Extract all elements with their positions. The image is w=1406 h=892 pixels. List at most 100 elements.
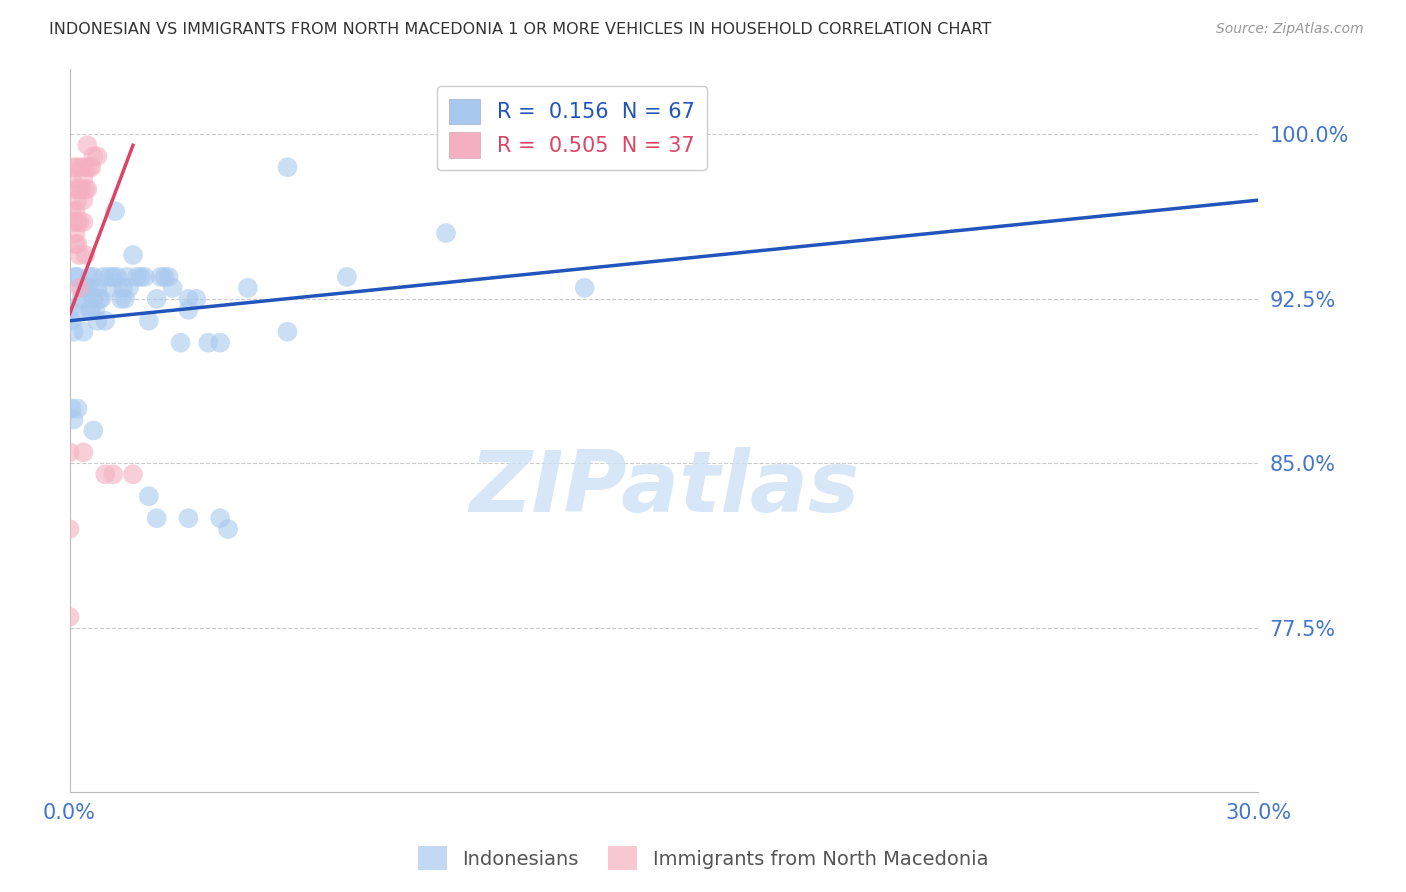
Point: [75, 285, 97, 300]
Point: [58, 302, 80, 317]
Point: [276, 325, 298, 339]
Point: [276, 160, 298, 174]
Point: [125, 269, 148, 284]
Text: INDONESIAN VS IMMIGRANTS FROM NORTH MACEDONIA 1 OR MORE VEHICLES IN HOUSEHOLD CO: INDONESIAN VS IMMIGRANTS FROM NORTH MACE…: [49, 22, 991, 37]
Point: [134, 269, 156, 284]
Point: [574, 281, 596, 295]
Point: [79, 302, 101, 317]
Point: [79, 160, 101, 174]
Point: [98, 269, 121, 284]
Point: [65, 182, 87, 196]
Point: [110, 292, 132, 306]
Point: [122, 467, 145, 482]
Point: [162, 281, 184, 295]
Point: [66, 269, 89, 284]
Point: [76, 281, 98, 295]
Point: [60, 401, 83, 416]
Point: [82, 424, 104, 438]
Point: [91, 269, 114, 284]
Point: [62, 325, 84, 339]
Point: [66, 215, 89, 229]
Point: [101, 467, 124, 482]
Point: [79, 269, 101, 284]
Point: [217, 522, 239, 536]
Point: [145, 511, 167, 525]
Point: [118, 281, 141, 295]
Point: [69, 215, 91, 229]
Point: [138, 314, 160, 328]
Point: [100, 281, 122, 295]
Point: [112, 281, 135, 295]
Point: [65, 204, 87, 219]
Point: [105, 269, 128, 284]
Legend: Indonesians, Immigrants from North Macedonia: Indonesians, Immigrants from North Maced…: [411, 838, 995, 878]
Point: [75, 160, 97, 174]
Point: [84, 302, 107, 317]
Point: [90, 292, 112, 306]
Point: [70, 160, 93, 174]
Point: [434, 226, 457, 240]
Point: [145, 292, 167, 306]
Point: [177, 292, 200, 306]
Point: [72, 215, 94, 229]
Point: [336, 269, 359, 284]
Point: [66, 237, 89, 252]
Point: [75, 248, 97, 262]
Point: [122, 248, 145, 262]
Point: [72, 445, 94, 459]
Point: [76, 138, 98, 153]
Point: [94, 314, 117, 328]
Legend: R =  0.156  N = 67, R =  0.505  N = 37: R = 0.156 N = 67, R = 0.505 N = 37: [437, 87, 707, 170]
Point: [72, 325, 94, 339]
Point: [86, 149, 108, 163]
Point: [197, 335, 219, 350]
Point: [70, 281, 93, 295]
Point: [76, 182, 98, 196]
Point: [72, 193, 94, 207]
Point: [186, 292, 208, 306]
Point: [69, 182, 91, 196]
Point: [75, 182, 97, 196]
Point: [66, 193, 89, 207]
Point: [115, 269, 138, 284]
Point: [65, 269, 87, 284]
Point: [138, 489, 160, 503]
Point: [66, 302, 89, 317]
Point: [101, 269, 124, 284]
Point: [62, 160, 84, 174]
Point: [72, 171, 94, 186]
Point: [89, 292, 111, 306]
Point: [60, 314, 83, 328]
Point: [209, 511, 232, 525]
Point: [153, 269, 176, 284]
Point: [82, 269, 104, 284]
Point: [65, 226, 87, 240]
Point: [60, 171, 83, 186]
Point: [58, 610, 80, 624]
Point: [80, 160, 103, 174]
Point: [62, 215, 84, 229]
Point: [82, 149, 104, 163]
Point: [82, 292, 104, 306]
Point: [80, 302, 103, 317]
Point: [66, 160, 89, 174]
Point: [209, 335, 232, 350]
Point: [58, 445, 80, 459]
Point: [149, 269, 172, 284]
Text: Source: ZipAtlas.com: Source: ZipAtlas.com: [1216, 22, 1364, 37]
Point: [157, 269, 180, 284]
Point: [80, 281, 103, 295]
Point: [58, 522, 80, 536]
Point: [177, 302, 200, 317]
Point: [169, 335, 191, 350]
Point: [114, 292, 136, 306]
Point: [554, 116, 576, 130]
Point: [70, 292, 93, 306]
Point: [66, 401, 89, 416]
Point: [86, 281, 108, 295]
Point: [129, 269, 152, 284]
Point: [62, 412, 84, 426]
Point: [104, 204, 127, 219]
Point: [177, 511, 200, 525]
Point: [94, 467, 117, 482]
